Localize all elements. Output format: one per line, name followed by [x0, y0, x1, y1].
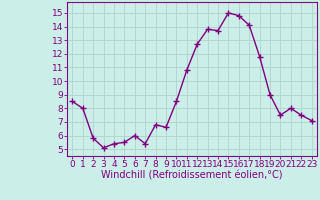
X-axis label: Windchill (Refroidissement éolien,°C): Windchill (Refroidissement éolien,°C)	[101, 171, 283, 181]
